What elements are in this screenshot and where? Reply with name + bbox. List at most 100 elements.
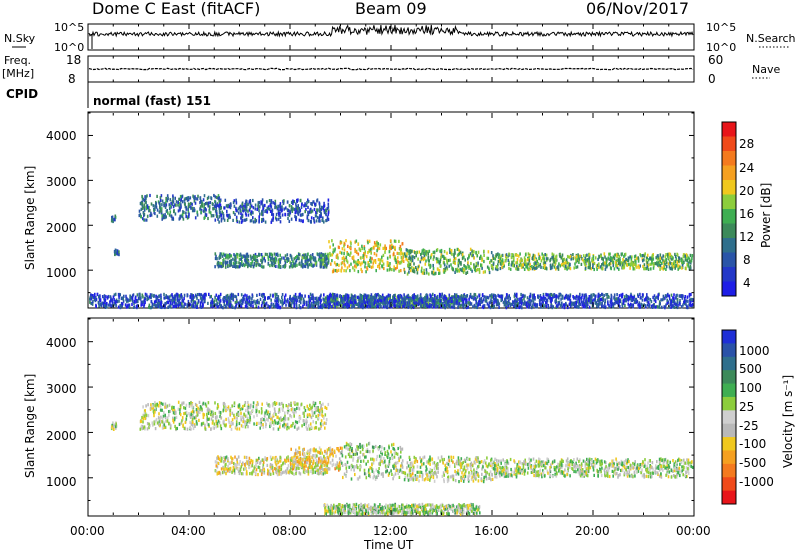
data-cell [641,293,644,297]
data-cell [335,255,338,259]
data-cell [371,304,373,308]
data-cell [357,270,360,274]
data-cell [164,304,166,308]
data-cell [138,213,141,218]
data-cell [567,265,569,269]
data-cell [300,294,302,298]
data-cell [140,207,143,211]
data-cell [300,219,302,223]
data-cell [638,304,641,308]
data-cell [372,265,374,269]
data-cell [244,218,247,222]
data-cell [430,294,432,298]
data-cell [249,219,252,223]
data-cell [527,252,530,256]
data-cell [406,301,409,305]
data-cell [150,299,153,304]
data-cell [277,303,280,307]
data-cell [465,304,467,308]
data-cell [468,253,471,257]
nave-tick-bottom: 0 [708,72,716,86]
data-cell [410,269,412,273]
data-cell [611,257,613,262]
data-cell [537,252,540,256]
data-cell [172,198,174,202]
data-cell [297,211,299,215]
data-cell [264,203,266,208]
data-cell [471,295,474,299]
data-cell [684,266,687,270]
data-cell [302,212,304,217]
data-cell [505,304,507,308]
data-cell [441,254,444,258]
data-cell [346,299,348,303]
data-cell [673,305,676,309]
data-cell [458,249,461,253]
data-cell [465,266,468,270]
data-cell [364,301,367,305]
data-cell [563,264,565,268]
data-cell [655,256,657,260]
data-cell [230,259,232,263]
data-cell [219,261,221,265]
data-cell [486,295,489,299]
data-cell [174,297,177,301]
data-cell [376,241,378,245]
data-cell [575,256,577,260]
data-cell [610,256,612,260]
data-cell [382,305,385,309]
data-cell [607,294,610,299]
data-cell [298,262,300,266]
data-cell [297,198,299,202]
data-cell [524,258,526,262]
data-cell [646,303,649,307]
data-cell [469,247,472,251]
data-cell [323,301,325,305]
data-cell [142,300,145,304]
data-cell [326,263,328,267]
data-cell [380,299,383,303]
data-cell [99,298,101,302]
data-cell [488,301,491,305]
data-cell [214,202,217,206]
data-cell [521,299,524,303]
data-cell [266,200,268,204]
data-cell [229,293,232,297]
data-cell [599,265,602,269]
data-cell [264,209,266,213]
data-cell [662,260,665,264]
data-cell [327,198,330,202]
data-cell [597,263,599,267]
data-cell [433,296,436,300]
data-cell [203,295,206,299]
data-cell [433,250,436,254]
data-cell [279,260,281,264]
data-cell [244,202,246,206]
data-cell [555,298,557,303]
data-cell [408,256,410,260]
data-cell [500,294,503,299]
data-cell [489,260,491,265]
data-cell [274,260,277,264]
data-cell [368,294,370,298]
data-cell [303,253,305,257]
data-cell [462,297,465,301]
data-cell [251,255,254,259]
data-cell [218,198,220,203]
data-cell [618,294,621,298]
data-cell [255,219,258,223]
data-cell [447,258,450,263]
data-cell [192,301,195,305]
data-cell [445,265,448,269]
data-cell [292,296,294,300]
data-cell [543,254,545,258]
data-cell [227,204,229,208]
data-cell [270,252,273,256]
data-cell [159,204,161,208]
data-cell [638,266,640,270]
data-cell [369,295,372,299]
data-cell [239,252,242,256]
data-cell [121,304,123,308]
data-cell [505,256,508,261]
data-cell [470,261,472,266]
